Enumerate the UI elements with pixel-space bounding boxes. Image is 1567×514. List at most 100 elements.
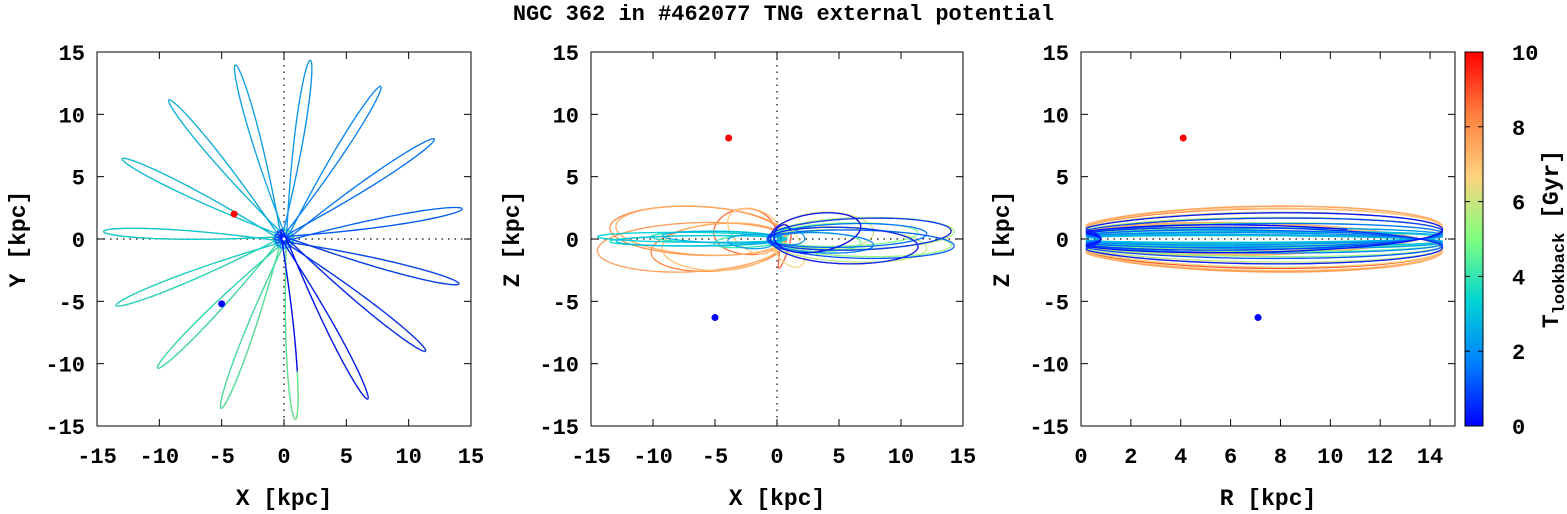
trajectory-segment [668, 223, 676, 226]
trajectory-segment [411, 276, 418, 279]
trajectory-segment [375, 88, 378, 91]
trajectory-segment [414, 210, 421, 213]
trajectory-segment [305, 65, 308, 69]
trajectory-segment [347, 123, 352, 130]
trajectory-segment [857, 238, 860, 241]
trajectory-segment [295, 118, 298, 125]
trajectory-segment [369, 93, 373, 98]
trajectory-segment [727, 227, 730, 230]
trajectory-segment [797, 238, 800, 241]
trajectory-segment [193, 267, 201, 271]
trajectory-segment [239, 71, 242, 76]
trajectory-segment [611, 220, 615, 223]
trajectory-segment [326, 331, 331, 338]
trajectory-segment [759, 225, 765, 228]
trajectory-segment [856, 237, 859, 240]
trajectory-segment [288, 392, 291, 398]
trajectory-segment [789, 224, 795, 227]
trajectory-segment [340, 358, 345, 365]
trajectory-segment [912, 228, 916, 231]
trajectory-segment [156, 291, 163, 296]
trajectory-segment [780, 259, 783, 262]
trajectory-segment [253, 199, 258, 205]
trajectory-segment [263, 243, 269, 248]
trajectory-segment [608, 261, 613, 264]
trajectory-segment [235, 64, 237, 67]
trajectory-segment [300, 241, 306, 245]
trajectory-segment [215, 309, 221, 316]
trajectory-segment [599, 255, 602, 258]
trajectory-segment [391, 157, 398, 162]
trajectory-segment [410, 156, 416, 161]
trajectory-segment [198, 143, 204, 150]
trajectory-segment [296, 240, 302, 244]
trajectory-segment [338, 154, 343, 162]
trajectory-segment [401, 162, 407, 167]
trajectory-segment [227, 395, 230, 400]
trajectory-segment [772, 245, 775, 249]
trajectory-segment [781, 260, 784, 263]
trajectory-segment [283, 226, 286, 231]
trajectory-segment [277, 233, 280, 236]
trajectory-segment [332, 226, 340, 230]
trajectory-segment [777, 255, 780, 258]
trajectory-segment [295, 242, 301, 245]
trajectory-segment [188, 117, 193, 122]
trajectory-segment [435, 207, 440, 210]
trajectory-segment [264, 292, 268, 299]
trajectory-segment [619, 265, 625, 268]
trajectory-segment [251, 141, 255, 149]
trajectory-segment [713, 226, 716, 229]
trajectory-segment [615, 263, 620, 267]
trajectory-segment [454, 211, 458, 214]
trajectory-segment [286, 227, 291, 232]
trajectory-segment [438, 273, 443, 277]
trajectory-segment [291, 411, 294, 414]
trajectory-segment [864, 220, 867, 223]
trajectory-segment [665, 256, 669, 259]
trajectory-segment [304, 119, 308, 127]
trajectory-segment [813, 252, 819, 255]
trajectory-segment [421, 349, 424, 352]
trajectory-segment [304, 276, 310, 283]
trajectory-segment [324, 161, 329, 168]
trajectory-segment [248, 314, 253, 322]
trajectory-segment [269, 274, 273, 281]
trajectory-segment [290, 249, 294, 255]
trajectory-segment [364, 255, 372, 258]
trajectory-segment [619, 217, 623, 220]
trajectory-segment [256, 204, 262, 210]
trajectory-segment [638, 227, 645, 230]
trajectory-segment [410, 333, 415, 338]
trajectory-segment [280, 247, 284, 252]
trajectory-segment [253, 248, 260, 252]
trajectory-segment [317, 266, 323, 272]
trajectory-segment [242, 111, 246, 118]
trajectory-segment [235, 83, 239, 88]
trajectory-segment [184, 280, 192, 284]
trajectory-segment [912, 237, 916, 240]
trajectory-segment [292, 327, 295, 335]
trajectory-segment [650, 225, 657, 228]
trajectory-segment [767, 255, 771, 259]
trajectory-segment [373, 89, 377, 93]
trajectory-segment [330, 150, 336, 157]
trajectory-segment [453, 279, 457, 282]
trajectory-segment [312, 301, 317, 308]
orbit-trajectory [102, 59, 463, 421]
trajectory-segment [290, 163, 293, 171]
trajectory-segment [395, 320, 401, 326]
trajectory-segment [894, 240, 899, 243]
trajectory-segment [773, 249, 776, 252]
trajectory-segment [256, 317, 260, 324]
trajectory-segment [208, 205, 216, 210]
trajectory-segment [317, 173, 323, 180]
trajectory-segment [256, 261, 262, 267]
trajectory-segment [249, 135, 253, 143]
trajectory-segment [366, 174, 373, 180]
trajectory-segment [759, 210, 762, 213]
trajectory-segment [122, 160, 125, 163]
trajectory-segment [904, 238, 908, 241]
trajectory-segment [206, 153, 212, 159]
